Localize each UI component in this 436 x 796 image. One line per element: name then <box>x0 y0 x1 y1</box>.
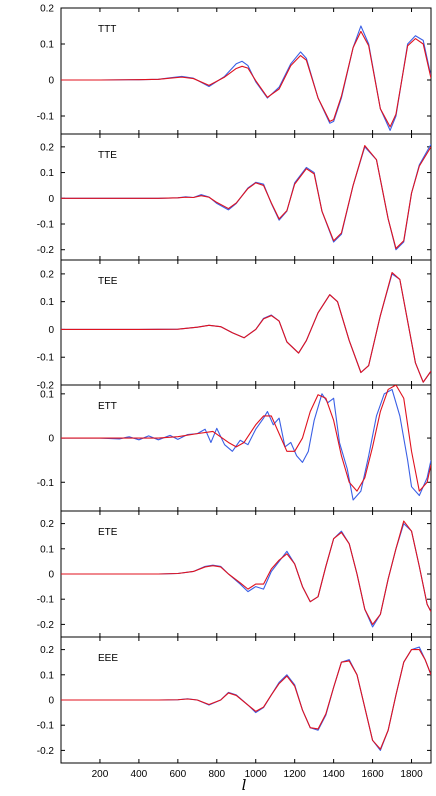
series-line-blue <box>61 523 431 628</box>
y-tick-label: 0 <box>48 194 54 205</box>
series-line-red <box>61 520 431 625</box>
panel-eee: 0.2 0.1 0 -0.1 -0.2 EEE <box>37 636 432 764</box>
panel-title: TTT <box>98 24 116 35</box>
x-tick-label: 1200 <box>284 769 307 780</box>
y-tick-label: 0 <box>48 325 54 336</box>
y-tick-label: 0 <box>48 696 54 707</box>
panel-frame <box>60 7 432 135</box>
y-tick-label: 0.1 <box>40 670 54 681</box>
y-tick-label: -0.1 <box>37 721 55 732</box>
series-line-blue <box>61 273 431 383</box>
series-line-red <box>61 30 431 128</box>
series-line-red <box>61 271 431 383</box>
y-tick-label: -0.2 <box>37 746 55 757</box>
y-tick-label: 0.1 <box>40 40 54 51</box>
x-tick-label: 600 <box>169 769 186 780</box>
x-tick-label: 1400 <box>323 769 346 780</box>
panel-title: EEE <box>98 653 118 664</box>
series-group <box>61 25 431 131</box>
chart-panels: 0.2 0.1 0 -0.1 TTT 0.2 0.1 0 -0.1 -0.2 TTE 0.2 0.1 0 -… <box>37 4 432 764</box>
series-group <box>61 520 431 628</box>
series-group <box>61 144 431 251</box>
x-tick-label: 1800 <box>400 769 423 780</box>
series-group <box>61 385 431 501</box>
x-axis: 200 400 600 800 1000 1200 1400 1600 1800 <box>92 769 423 780</box>
y-tick-label: 0.1 <box>40 297 54 308</box>
y-tick-label: 0.2 <box>40 269 54 280</box>
x-tick-label: 400 <box>131 769 148 780</box>
y-tick-label: 0.1 <box>40 389 54 400</box>
y-tick-label: -0.1 <box>37 478 55 489</box>
y-tick-label: -0.1 <box>37 595 55 606</box>
panel-tte: 0.2 0.1 0 -0.1 -0.2 TTE <box>37 133 432 261</box>
y-tick-label: -0.1 <box>37 112 55 123</box>
x-tick-label: 800 <box>208 769 225 780</box>
y-tick-label: 0.1 <box>40 544 54 555</box>
y-tick-label: -0.1 <box>37 353 55 364</box>
panel-title: TTE <box>98 150 117 161</box>
y-tick-label: 0.1 <box>40 168 54 179</box>
x-axis-label: l <box>242 776 247 794</box>
y-tick-label: -0.2 <box>37 381 55 392</box>
y-tick-label: 0 <box>48 570 54 581</box>
y-tick-label: -0.2 <box>37 620 55 631</box>
series-group <box>61 646 431 751</box>
y-tick-label: 0.2 <box>40 142 54 153</box>
panel-ttt: 0.2 0.1 0 -0.1 TTT <box>37 4 432 135</box>
series-group <box>61 271 431 383</box>
panel-title: ETE <box>98 527 118 538</box>
y-tick-label: 0.2 <box>40 4 54 15</box>
y-tick-label: 0 <box>48 434 54 445</box>
panel-ett: 0.1 0 -0.1 ETT <box>37 384 432 512</box>
x-tick-label: 200 <box>92 769 109 780</box>
series-line-blue <box>61 25 431 131</box>
panel-tee: 0.2 0.1 0 -0.1 -0.2 TEE <box>37 259 432 392</box>
series-line-red <box>61 145 431 249</box>
y-tick-label: 0.2 <box>40 645 54 656</box>
x-tick-label: 1000 <box>245 769 268 780</box>
panel-ete: 0.2 0.1 0 -0.1 -0.2 ETE <box>37 510 432 638</box>
y-tick-label: -0.2 <box>37 245 55 256</box>
series-line-red <box>61 649 431 750</box>
y-tick-label: 0 <box>48 76 54 87</box>
x-tick-label: 1600 <box>361 769 384 780</box>
panel-title: TEE <box>98 276 118 287</box>
series-line-red <box>61 385 431 492</box>
panel-title: ETT <box>98 401 117 412</box>
y-tick-label: 0.2 <box>40 519 54 530</box>
y-tick-label: -0.1 <box>37 220 55 231</box>
